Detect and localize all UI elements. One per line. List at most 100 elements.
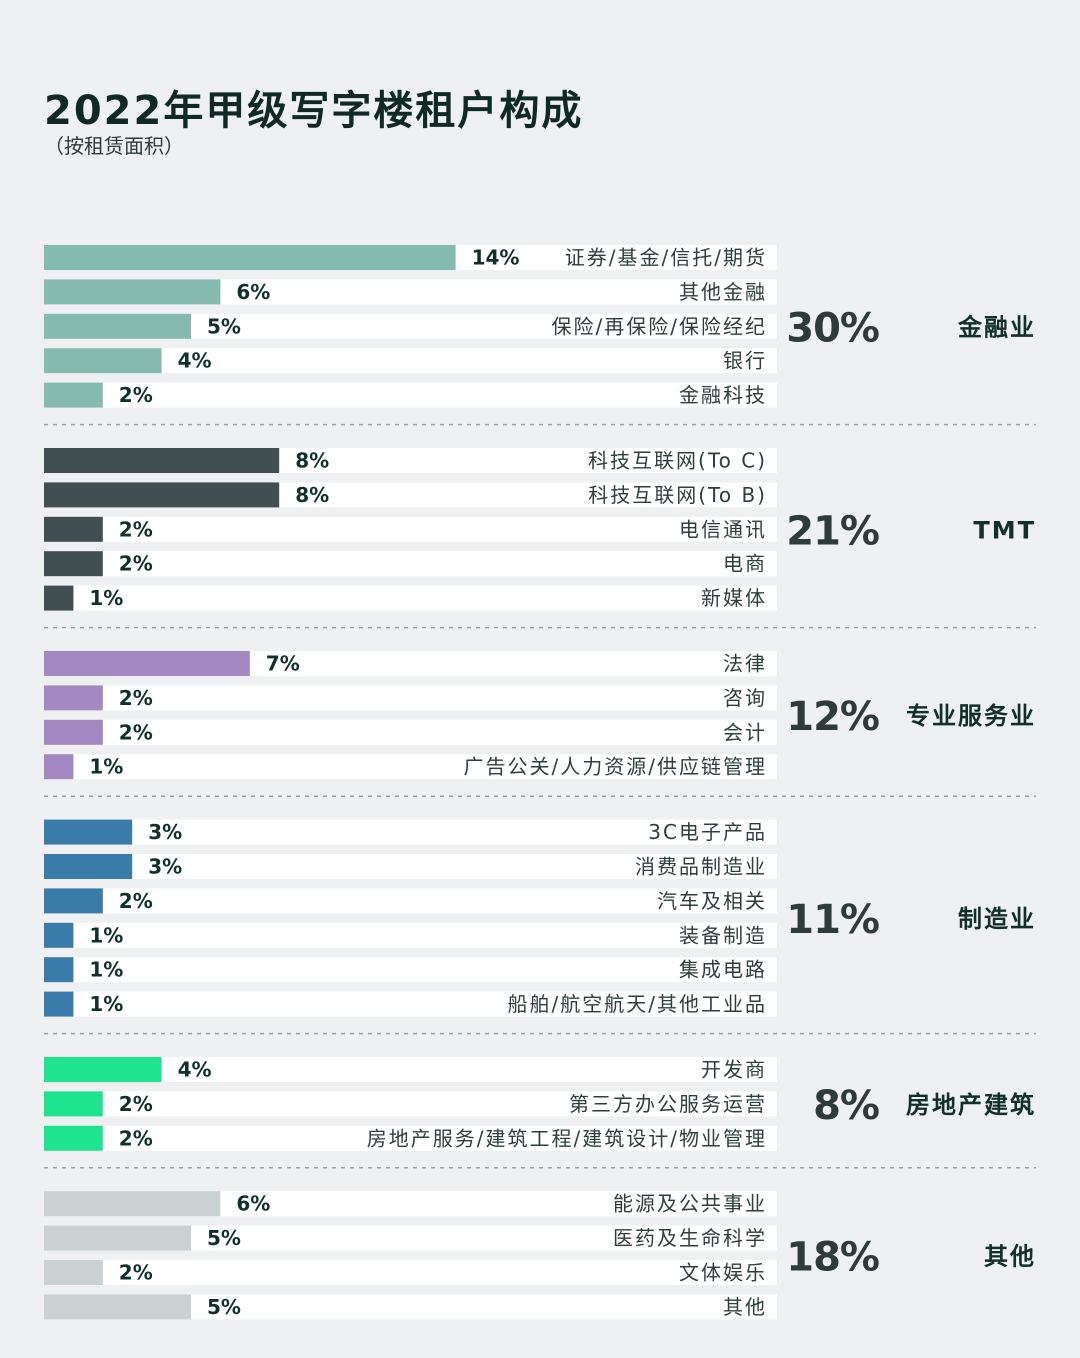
category-label: 汽车及相关 [657, 889, 767, 913]
row-background [44, 922, 777, 948]
data-label: 5% [207, 314, 241, 338]
row-background [44, 685, 777, 711]
category-label: 装备制造 [679, 923, 767, 947]
group-total: 12% [786, 694, 879, 740]
category-label: 能源及公共事业 [613, 1192, 767, 1216]
category-label: 咨询 [723, 686, 767, 710]
row-background [44, 991, 777, 1017]
group-total: 18% [786, 1234, 879, 1280]
row-background [44, 516, 777, 542]
data-label: 1% [89, 586, 123, 610]
data-label: 2% [119, 517, 153, 541]
bar [44, 516, 103, 542]
data-label: 2% [119, 552, 153, 576]
bar [44, 348, 162, 374]
category-label: 医药及生命科学 [613, 1226, 767, 1250]
category-label: 消费品制造业 [635, 855, 767, 879]
row-background [44, 719, 777, 745]
category-label: 3C电子产品 [648, 820, 767, 844]
data-label: 5% [207, 1295, 241, 1319]
row-background [44, 754, 777, 780]
group-name: 其他 [984, 1242, 1036, 1270]
bar [44, 1260, 103, 1285]
group-total: 30% [786, 305, 879, 351]
row-background [44, 957, 777, 983]
data-label: 6% [236, 280, 270, 304]
category-label: 银行 [723, 349, 767, 373]
bar [44, 685, 103, 711]
group-name: TMT [973, 516, 1036, 544]
data-label: 3% [148, 820, 182, 844]
bar [44, 754, 74, 780]
data-label: 2% [119, 686, 153, 710]
bar [44, 1057, 162, 1082]
bar [44, 651, 250, 676]
category-label: 证券/基金/信托/期货 [565, 246, 767, 270]
data-label: 2% [119, 1092, 153, 1116]
category-label: 其他金融 [679, 280, 767, 304]
category-label: 文体娱乐 [679, 1261, 767, 1285]
row-background [44, 1057, 777, 1082]
category-label: 电信通讯 [679, 517, 767, 541]
row-background [44, 382, 777, 408]
bar [44, 922, 74, 948]
data-label: 2% [119, 1126, 153, 1150]
data-label: 4% [178, 1058, 212, 1082]
data-label: 2% [119, 383, 153, 407]
data-label: 2% [119, 1261, 153, 1285]
bar [44, 245, 456, 270]
category-label: 集成电路 [679, 958, 767, 982]
row-background [44, 348, 777, 374]
row-background [44, 888, 777, 914]
category-label: 第三方办公服务运营 [569, 1092, 767, 1116]
category-label: 开发商 [701, 1058, 767, 1082]
data-label: 7% [266, 652, 300, 676]
row-background [44, 1091, 777, 1117]
group-name: 金融业 [957, 313, 1036, 341]
bar [44, 1225, 191, 1251]
category-label: 船舶/航空航天/其他工业品 [508, 992, 767, 1016]
row-background [44, 585, 777, 611]
data-label: 1% [89, 958, 123, 982]
bar [44, 551, 103, 577]
data-label: 1% [89, 755, 123, 779]
chart-subtitle: （按租赁面积） [44, 134, 184, 158]
category-label: 法律 [723, 652, 767, 676]
category-label: 科技互联网(To B) [588, 483, 767, 507]
category-label: 电商 [723, 552, 767, 576]
category-label: 新媒体 [701, 586, 767, 610]
category-label: 其他 [723, 1295, 767, 1319]
data-label: 1% [89, 992, 123, 1016]
group-total: 21% [786, 508, 879, 554]
bar [44, 1294, 191, 1320]
group-total: 11% [786, 897, 879, 943]
data-label: 14% [472, 246, 520, 270]
data-label: 2% [119, 720, 153, 744]
data-label: 5% [207, 1226, 241, 1250]
row-background [44, 854, 777, 879]
category-label: 科技互联网(To C) [588, 449, 767, 473]
bar [44, 585, 74, 611]
data-label: 8% [295, 449, 329, 473]
bar [44, 1091, 103, 1117]
bar [44, 854, 133, 879]
data-label: 4% [178, 349, 212, 373]
row-background [44, 551, 777, 577]
data-label: 6% [236, 1192, 270, 1216]
bar [44, 482, 280, 508]
row-background [44, 1260, 777, 1285]
bar [44, 819, 133, 845]
bar [44, 888, 103, 914]
bar [44, 448, 280, 473]
group-total: 8% [813, 1083, 879, 1129]
bar [44, 313, 191, 339]
category-label: 金融科技 [679, 383, 767, 407]
category-label: 广告公关/人力资源/供应链管理 [464, 755, 767, 779]
row-background [44, 819, 777, 845]
data-label: 1% [89, 923, 123, 947]
data-label: 8% [295, 483, 329, 507]
bar [44, 991, 74, 1017]
group-name: 专业服务业 [906, 702, 1036, 730]
